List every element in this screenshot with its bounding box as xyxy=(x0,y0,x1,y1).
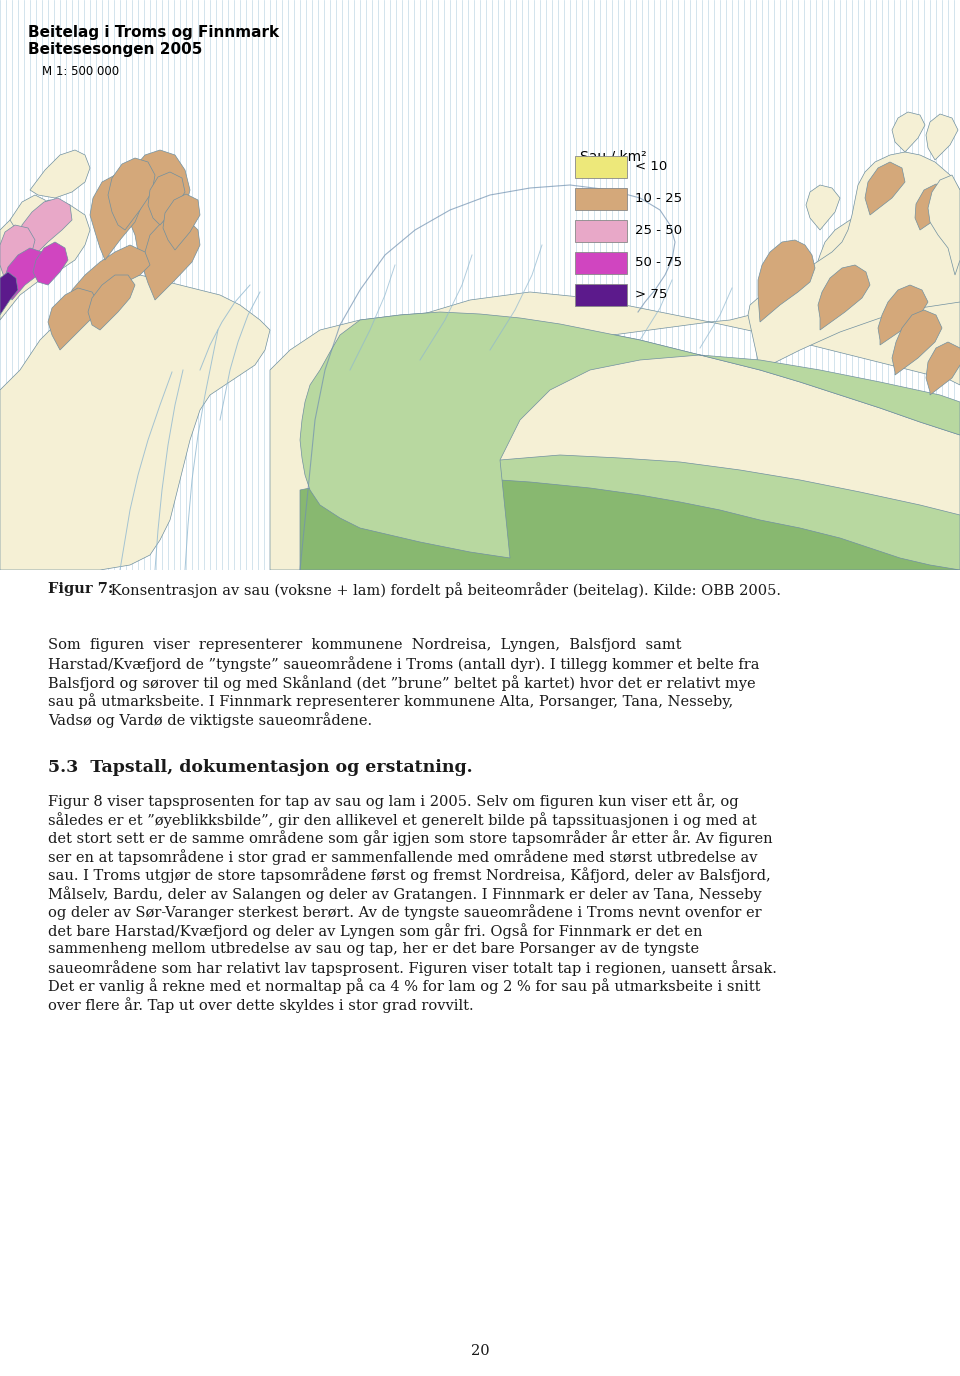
Text: Beitesesongen 2005: Beitesesongen 2005 xyxy=(28,43,203,56)
Polygon shape xyxy=(878,285,928,345)
Text: sau på utmarksbeite. I Finnmark representerer kommunene Alta, Porsanger, Tana, N: sau på utmarksbeite. I Finnmark represen… xyxy=(48,694,733,710)
Text: Figur 8 viser tapsprosenten for tap av sau og lam i 2005. Selv om figuren kun vi: Figur 8 viser tapsprosenten for tap av s… xyxy=(48,794,738,809)
Polygon shape xyxy=(270,312,960,570)
Polygon shape xyxy=(88,275,135,330)
Polygon shape xyxy=(926,114,958,160)
Polygon shape xyxy=(350,211,960,385)
Polygon shape xyxy=(143,215,200,300)
Polygon shape xyxy=(758,239,815,322)
Polygon shape xyxy=(865,162,905,215)
Polygon shape xyxy=(300,475,960,570)
Polygon shape xyxy=(450,455,960,570)
Text: Vadsø og Vardø de viktigste saueområdene.: Vadsø og Vardø de viktigste saueområdene… xyxy=(48,711,372,728)
Bar xyxy=(575,189,627,211)
Polygon shape xyxy=(0,275,270,570)
Polygon shape xyxy=(68,245,150,321)
Text: og deler av Sør-Varanger sterkest berørt. Av de tyngste saueområdene i Troms nev: og deler av Sør-Varanger sterkest berørt… xyxy=(48,904,761,921)
Text: 10 - 25: 10 - 25 xyxy=(635,193,683,205)
Text: det bare Harstad/Kvæfjord og deler av Lyngen som går fri. Også for Finnmark er d: det bare Harstad/Kvæfjord og deler av Ly… xyxy=(48,923,703,938)
Text: således er et ”øyeblikksbilde”, gir den allikevel et generelt bilde på tapssitua: således er et ”øyeblikksbilde”, gir den … xyxy=(48,812,756,828)
Polygon shape xyxy=(163,194,200,250)
Polygon shape xyxy=(48,288,100,350)
Polygon shape xyxy=(806,184,840,230)
Text: det stort sett er de samme områdene som går igjen som store tapsområder år etter: det stort sett er de samme områdene som … xyxy=(48,831,773,846)
Text: Som  figuren  viser  representerer  kommunene  Nordreisa,  Lyngen,  Balsfjord  s: Som figuren viser representerer kommunen… xyxy=(48,638,682,652)
Text: Det er vanlig å rekne med et normaltap på ca 4 % for lam og 2 % for sau på utmar: Det er vanlig å rekne med et normaltap p… xyxy=(48,978,760,995)
Polygon shape xyxy=(926,343,960,395)
Text: Balsfjord og sørover til og med Skånland (det ”brune” beltet på kartet) hvor det: Balsfjord og sørover til og med Skånland… xyxy=(48,676,756,691)
Polygon shape xyxy=(4,248,45,300)
Bar xyxy=(575,283,627,305)
Polygon shape xyxy=(818,266,870,330)
Text: Sau / km²: Sau / km² xyxy=(580,150,647,164)
Polygon shape xyxy=(915,184,952,230)
Polygon shape xyxy=(122,150,190,270)
Text: sau. I Troms utgjør de store tapsområdene først og fremst Nordreisa, Kåfjord, de: sau. I Troms utgjør de store tapsområden… xyxy=(48,867,771,883)
Polygon shape xyxy=(300,312,960,559)
Text: Konsentrasjon av sau (voksne + lam) fordelt på beiteområder (beitelag). Kilde: O: Konsentrasjon av sau (voksne + lam) ford… xyxy=(106,582,781,599)
Polygon shape xyxy=(108,158,155,230)
Text: ser en at tapsområdene i stor grad er sammenfallende med områdene med størst utb: ser en at tapsområdene i stor grad er sa… xyxy=(48,849,757,866)
Text: saueområdene som har relativt lav tapsprosent. Figuren viser totalt tap i region: saueområdene som har relativt lav tapspr… xyxy=(48,960,777,976)
Polygon shape xyxy=(892,310,942,376)
Bar xyxy=(575,252,627,274)
Polygon shape xyxy=(928,175,960,275)
Polygon shape xyxy=(30,150,90,198)
Text: Beitelag i Troms og Finnmark: Beitelag i Troms og Finnmark xyxy=(28,25,279,40)
Polygon shape xyxy=(0,226,35,279)
Text: Figur 7:: Figur 7: xyxy=(48,582,113,596)
Bar xyxy=(575,155,627,178)
Text: > 75: > 75 xyxy=(635,289,667,301)
Polygon shape xyxy=(18,198,72,260)
Text: 5.3  Tapstall, dokumentasjon og erstatning.: 5.3 Tapstall, dokumentasjon og erstatnin… xyxy=(48,758,472,776)
Text: < 10: < 10 xyxy=(635,161,667,173)
Polygon shape xyxy=(748,151,960,370)
Text: 25 - 50: 25 - 50 xyxy=(635,224,683,238)
Polygon shape xyxy=(892,111,925,151)
Text: sammenheng mellom utbredelse av sau og tap, her er det bare Porsanger av de tyng: sammenheng mellom utbredelse av sau og t… xyxy=(48,941,699,955)
Text: M 1: 500 000: M 1: 500 000 xyxy=(42,65,119,78)
Polygon shape xyxy=(33,242,68,285)
Polygon shape xyxy=(90,175,142,260)
Text: 20: 20 xyxy=(470,1344,490,1358)
Polygon shape xyxy=(10,195,48,230)
Text: 50 - 75: 50 - 75 xyxy=(635,256,683,270)
Polygon shape xyxy=(148,172,185,226)
Text: Målselv, Bardu, deler av Salangen og deler av Gratangen. I Finnmark er deler av : Målselv, Bardu, deler av Salangen og del… xyxy=(48,886,761,901)
Text: over flere år. Tap ut over dette skyldes i stor grad rovvilt.: over flere år. Tap ut over dette skyldes… xyxy=(48,998,473,1013)
Bar xyxy=(575,220,627,242)
Polygon shape xyxy=(0,272,18,315)
Text: Harstad/Kvæfjord de ”tyngste” saueområdene i Troms (antall dyr). I tillegg komme: Harstad/Kvæfjord de ”tyngste” saueområde… xyxy=(48,656,759,673)
Polygon shape xyxy=(0,200,90,321)
